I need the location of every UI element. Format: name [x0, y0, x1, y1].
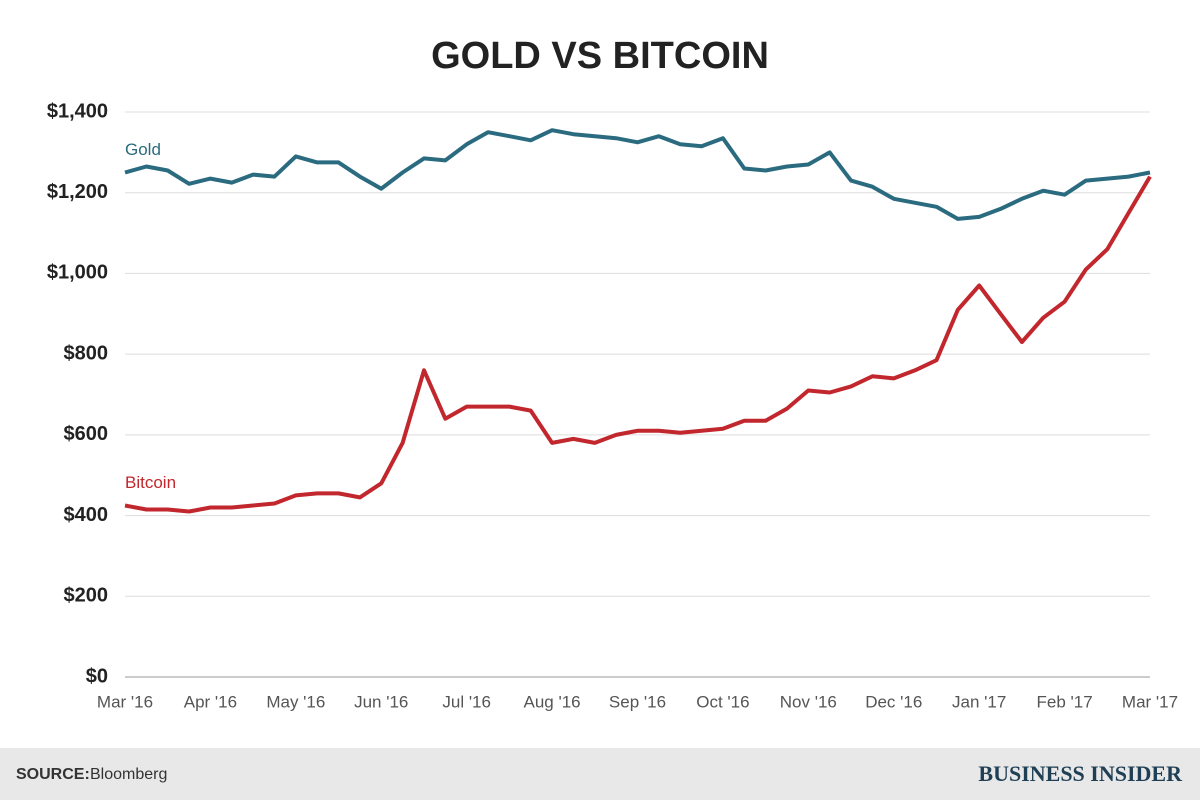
source-label: SOURCE:	[16, 766, 90, 783]
x-tick-label: Aug '16	[524, 692, 581, 711]
footer	[0, 748, 1200, 800]
x-tick-label: Feb '17	[1036, 692, 1092, 711]
y-tick-label: $1,000	[47, 262, 108, 284]
x-tick-label: Oct '16	[696, 692, 749, 711]
x-tick-label: Nov '16	[780, 692, 837, 711]
source: Bloomberg	[90, 766, 167, 783]
x-tick-label: Jan '17	[952, 692, 1006, 711]
y-tick-label: $400	[64, 504, 109, 526]
line-1	[124, 175, 1152, 514]
x-tick-label: Jun '16	[354, 692, 408, 711]
y-tick-label: $1,200	[47, 181, 108, 203]
y-tick-label: $0	[86, 665, 108, 687]
x-tick-label: May '16	[266, 692, 325, 711]
x-tick-label: Sep '16	[609, 692, 666, 711]
x-tick-label: Mar '16	[97, 692, 153, 711]
x-tick-label: Dec '16	[865, 692, 922, 711]
y-tick-label: $600	[64, 423, 109, 445]
x-tick-label: Apr '16	[184, 692, 237, 711]
series-label: Gold	[125, 140, 161, 159]
chart-title: GOLD VS BITCOIN	[431, 35, 769, 77]
series-label: Bitcoin	[125, 473, 176, 492]
y-tick-label: $200	[64, 585, 109, 607]
x-tick-label: Mar '17	[1122, 692, 1178, 711]
x-tick-label: Jul '16	[442, 692, 491, 711]
y-tick-label: $800	[64, 342, 109, 364]
line-0	[124, 128, 1151, 221]
brand: BUSINESS INSIDER	[978, 761, 1183, 786]
y-tick-label: $1,400	[47, 100, 108, 122]
